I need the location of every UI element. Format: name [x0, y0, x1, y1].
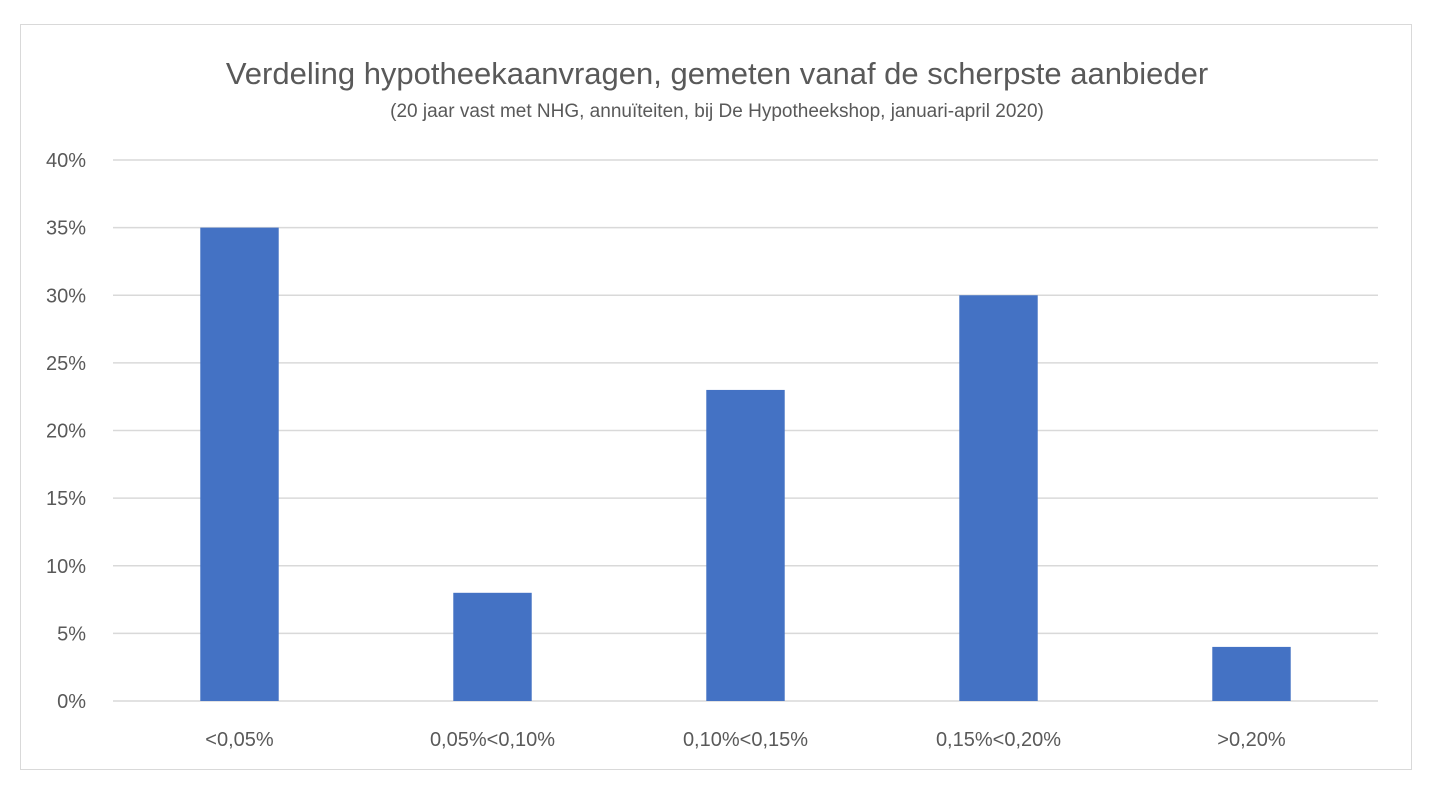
bar — [1212, 646, 1291, 701]
chart-title: Verdeling hypotheekaanvragen, gemeten va… — [226, 56, 1208, 91]
x-tick-label: <0,05% — [205, 729, 274, 751]
bar — [200, 227, 279, 701]
bar — [706, 389, 785, 701]
gridlines — [113, 159, 1378, 702]
y-tick-label: 5% — [57, 623, 86, 645]
chart-subtitle: (20 jaar vast met NHG, annuïteiten, bij … — [390, 101, 1044, 122]
bars — [200, 227, 1291, 701]
bar — [453, 592, 532, 701]
x-axis-ticks: <0,05% 0,05%<0,10% 0,10%<0,15% 0,15%<0,20% >… — [205, 729, 1286, 751]
y-tick-label: 35% — [46, 218, 86, 240]
x-tick-label: 0,15%<0,20% — [936, 729, 1061, 751]
x-tick-label: >0,20% — [1217, 729, 1286, 751]
x-tick-label: 0,10%<0,15% — [683, 729, 808, 751]
y-tick-label: 0% — [57, 691, 86, 713]
bar — [959, 295, 1038, 701]
y-tick-label: 25% — [46, 353, 86, 375]
y-tick-label: 30% — [46, 285, 86, 307]
x-tick-label: 0,05%<0,10% — [430, 729, 555, 751]
y-tick-label: 15% — [46, 488, 86, 510]
y-tick-label: 10% — [46, 556, 86, 578]
y-tick-label: 20% — [46, 421, 86, 443]
y-tick-label: 40% — [46, 150, 86, 172]
y-axis-ticks: 0% 5% 10% 15% 20% 25% 30% 35% 40% — [46, 150, 86, 713]
